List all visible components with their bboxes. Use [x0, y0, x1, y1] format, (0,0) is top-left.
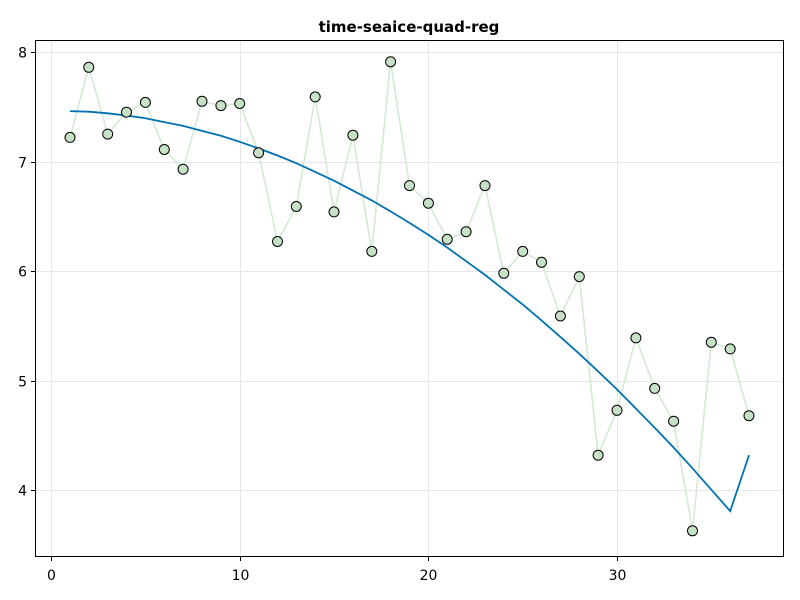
data-point — [253, 147, 265, 159]
data-point — [121, 106, 132, 118]
data-point — [139, 96, 151, 108]
data-layer — [64, 56, 755, 537]
data-point — [668, 415, 680, 427]
data-point — [290, 201, 302, 212]
data-point — [83, 61, 95, 73]
data-point — [215, 100, 227, 112]
data-point — [309, 91, 321, 103]
data-point — [366, 245, 378, 257]
y-tick-label: 6 — [18, 265, 27, 281]
data-point — [611, 404, 623, 416]
data-point — [498, 267, 510, 279]
data-point — [554, 310, 566, 322]
data-point — [630, 332, 642, 344]
data-point — [592, 449, 604, 461]
data-point — [536, 256, 547, 268]
data-point — [196, 95, 208, 107]
data-point — [64, 131, 76, 143]
x-tick-label: 20 — [420, 568, 438, 584]
plot-frame — [35, 40, 784, 557]
data-point — [272, 236, 283, 247]
data-point — [724, 343, 736, 355]
y-tick-label: 8 — [18, 46, 27, 62]
data-point — [649, 382, 661, 394]
data-point — [517, 245, 529, 257]
data-point — [479, 180, 491, 192]
x-tick-label: 30 — [609, 568, 627, 584]
data-point — [234, 98, 246, 109]
data-point — [441, 233, 453, 245]
y-tick-label: 7 — [18, 156, 27, 172]
y-tick-label: 5 — [18, 375, 27, 391]
x-tick-label: 0 — [47, 568, 56, 584]
data-point — [158, 144, 170, 155]
data-point — [743, 410, 755, 422]
data-point — [422, 197, 434, 209]
data-point — [705, 336, 717, 348]
chart-title: time-seaice-quad-reg — [319, 18, 500, 36]
data-point — [687, 525, 698, 537]
data-point — [347, 129, 359, 141]
data-point — [328, 206, 340, 218]
y-tick-label: 4 — [18, 484, 27, 500]
data-point — [102, 128, 114, 140]
grid-layer — [36, 41, 783, 556]
data-point — [460, 226, 472, 238]
data-point — [404, 180, 415, 192]
data-point — [385, 56, 397, 68]
fit-series-line — [69, 110, 750, 513]
axis-layer: 0 10 20 30 4 5 6 7 8 — [18, 46, 626, 585]
data-point — [573, 271, 585, 283]
observed-series-line — [69, 61, 750, 531]
x-tick-label: 10 — [232, 568, 250, 584]
data-point — [177, 163, 189, 175]
